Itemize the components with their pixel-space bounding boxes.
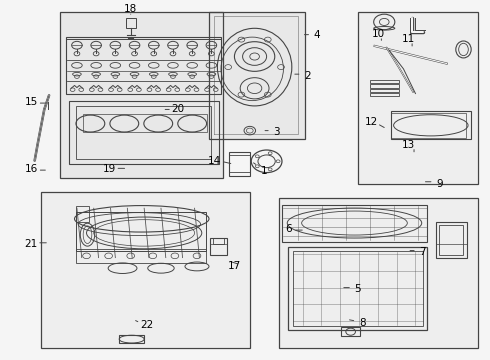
Text: 1: 1 xyxy=(261,166,268,176)
Bar xyxy=(341,328,360,336)
Text: 6: 6 xyxy=(285,224,292,234)
Bar xyxy=(282,205,427,242)
Text: 19: 19 xyxy=(103,165,116,174)
Bar xyxy=(210,238,227,255)
Bar xyxy=(66,37,221,94)
Text: 14: 14 xyxy=(208,156,221,166)
Bar xyxy=(370,89,399,92)
Bar xyxy=(293,251,423,327)
Bar xyxy=(41,193,249,347)
Bar xyxy=(279,198,478,348)
Bar xyxy=(370,80,399,83)
Text: 2: 2 xyxy=(304,71,311,81)
Bar xyxy=(392,111,471,139)
Text: 11: 11 xyxy=(402,34,415,44)
Text: 8: 8 xyxy=(359,318,366,328)
Bar xyxy=(69,101,219,164)
Bar xyxy=(358,13,478,184)
Bar xyxy=(288,247,427,330)
Bar xyxy=(436,222,467,258)
Bar xyxy=(41,192,250,348)
Text: 20: 20 xyxy=(171,104,184,114)
Bar xyxy=(83,114,207,132)
Bar xyxy=(229,152,250,176)
Text: 5: 5 xyxy=(355,284,361,294)
Bar xyxy=(392,113,466,138)
Bar xyxy=(76,212,206,251)
Bar xyxy=(76,207,89,222)
Bar xyxy=(76,249,206,263)
Bar xyxy=(126,18,136,28)
Bar xyxy=(60,13,223,178)
Text: 3: 3 xyxy=(273,127,279,138)
Text: 9: 9 xyxy=(436,179,443,189)
Text: 7: 7 xyxy=(419,247,426,257)
Bar xyxy=(61,13,223,178)
Bar xyxy=(119,335,144,343)
Bar xyxy=(358,13,477,183)
Text: 4: 4 xyxy=(314,30,320,40)
Text: 10: 10 xyxy=(372,28,385,39)
Bar xyxy=(209,13,305,139)
Bar xyxy=(279,198,477,347)
Text: 18: 18 xyxy=(124,4,137,14)
Text: 13: 13 xyxy=(402,140,415,150)
Text: 16: 16 xyxy=(24,165,38,174)
Text: 22: 22 xyxy=(140,320,153,330)
Text: 17: 17 xyxy=(228,261,241,271)
Bar xyxy=(209,13,305,139)
Bar xyxy=(370,84,399,87)
Bar xyxy=(213,238,224,243)
Bar xyxy=(76,106,211,159)
Text: 15: 15 xyxy=(24,98,38,107)
Text: 21: 21 xyxy=(24,239,37,248)
Text: 12: 12 xyxy=(365,117,378,127)
Bar xyxy=(440,225,464,255)
Bar xyxy=(370,93,399,96)
